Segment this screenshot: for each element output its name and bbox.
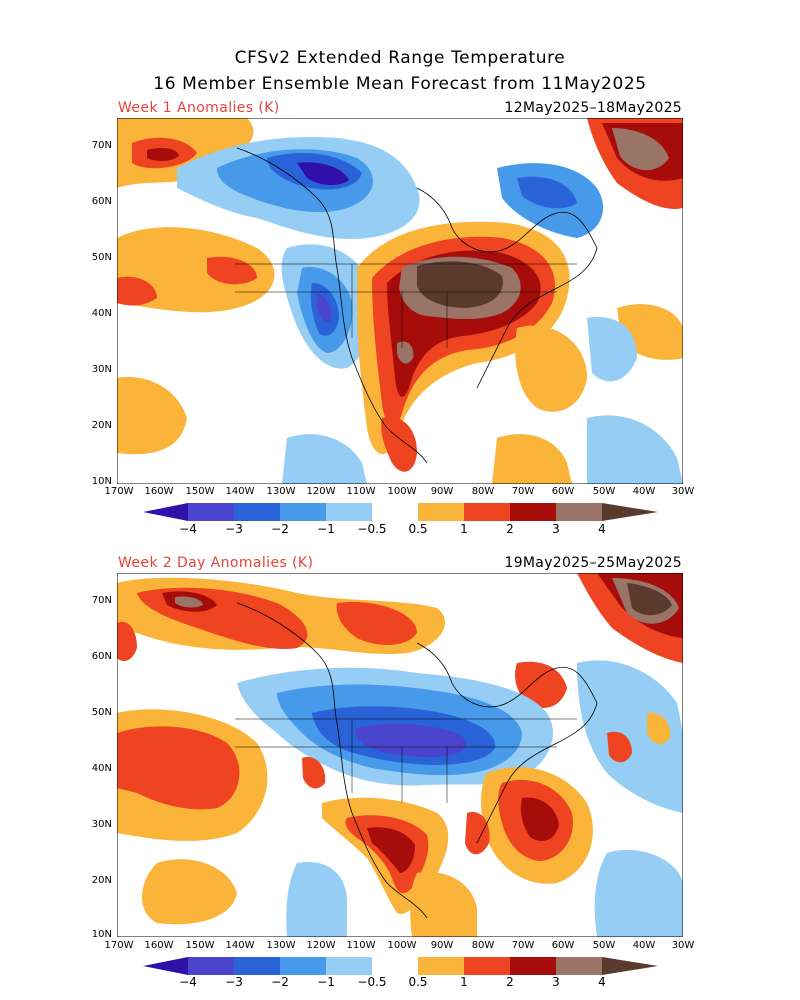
panel-1-label: Week 1 Anomalies (K): [118, 100, 280, 116]
lat-label: 60N: [91, 196, 112, 207]
lat-label: 40N: [91, 763, 112, 774]
lon-label: 100W: [387, 940, 417, 951]
colorbar-label: 4: [598, 975, 606, 989]
lon-label: 130W: [266, 486, 296, 497]
colorbar-swatch: [602, 503, 658, 521]
colorbar-label: −2: [271, 975, 289, 989]
lon-label: 170W: [104, 486, 134, 497]
chart-subtitle: 16 Member Ensemble Mean Forecast from 11…: [153, 74, 647, 94]
colorbar-label: 4: [598, 522, 606, 536]
lat-label: 50N: [91, 252, 112, 263]
colorbar-swatch: [372, 503, 418, 521]
panel-2-dates: 19May2025–25May2025: [504, 555, 682, 571]
lon-label: 50W: [592, 486, 616, 497]
lon-label: 130W: [266, 940, 296, 951]
colorbar-swatch: [280, 503, 326, 521]
colorbar-swatch: [234, 957, 280, 975]
lat-label: 30N: [91, 364, 112, 375]
lat-label: 20N: [91, 875, 112, 886]
lon-label: 170W: [104, 940, 134, 951]
lon-label: 90W: [430, 940, 454, 951]
colorbar-swatch: [143, 503, 188, 521]
lon-label: 110W: [346, 940, 376, 951]
colorbar-label: −4: [179, 522, 197, 536]
lon-label: 120W: [306, 940, 336, 951]
colorbar-label: −0.5: [357, 522, 387, 536]
colorbar-swatch: [556, 957, 602, 975]
colorbar-1: [143, 503, 658, 521]
lon-label: 160W: [144, 486, 174, 497]
lon-label: 120W: [306, 486, 336, 497]
colorbar-swatch: [143, 957, 188, 975]
lon-label: 30W: [671, 486, 695, 497]
lon-label: 160W: [144, 940, 174, 951]
lon-label: 110W: [346, 486, 376, 497]
lon-label: 140W: [225, 486, 255, 497]
colorbar-label: 0.5: [408, 522, 428, 536]
colorbar-swatch: [418, 957, 464, 975]
colorbar-swatch: [464, 957, 510, 975]
lat-label: 10N: [91, 476, 112, 487]
lon-label: 60W: [551, 940, 575, 951]
lat-label: 40N: [91, 308, 112, 319]
colorbar-label: 1: [460, 522, 468, 536]
colorbar-label: 3: [552, 975, 560, 989]
colorbar-label: −0.5: [357, 975, 387, 989]
colorbar-label: 3: [552, 522, 560, 536]
panel-1-dates: 12May2025–18May2025: [504, 100, 682, 116]
lat-label: 50N: [91, 707, 112, 718]
colorbar-label: −1: [317, 522, 335, 536]
panel-2-label: Week 2 Day Anomalies (K): [118, 555, 314, 571]
colorbar-swatch: [556, 503, 602, 521]
lat-label: 70N: [91, 595, 112, 606]
lon-label: 40W: [632, 486, 656, 497]
colorbar-swatch: [418, 503, 464, 521]
colorbar-swatch: [510, 957, 556, 975]
lon-label: 70W: [511, 486, 535, 497]
lon-label: 80W: [471, 486, 495, 497]
week2-anomaly-map: [117, 573, 683, 937]
colorbar-swatch: [510, 503, 556, 521]
lon-label: 150W: [185, 486, 215, 497]
colorbar-swatch: [326, 957, 372, 975]
lon-label: 90W: [430, 486, 454, 497]
lon-label: 30W: [671, 940, 695, 951]
colorbar-swatch: [188, 957, 234, 975]
lon-label: 80W: [471, 940, 495, 951]
lat-label: 10N: [91, 929, 112, 940]
colorbar-label: 0.5: [408, 975, 428, 989]
lon-label: 50W: [592, 940, 616, 951]
colorbar-label: −2: [271, 522, 289, 536]
colorbar-label: 2: [506, 522, 514, 536]
week1-anomaly-map: [117, 118, 683, 484]
lon-label: 70W: [511, 940, 535, 951]
colorbar-swatch: [464, 503, 510, 521]
colorbar-swatch: [280, 957, 326, 975]
colorbar-label: −3: [225, 522, 243, 536]
colorbar-label: 1: [460, 975, 468, 989]
lat-label: 60N: [91, 651, 112, 662]
lat-label: 70N: [91, 140, 112, 151]
lon-label: 100W: [387, 486, 417, 497]
lat-label: 20N: [91, 420, 112, 431]
colorbar-swatch: [326, 503, 372, 521]
lon-label: 140W: [225, 940, 255, 951]
colorbar-label: −1: [317, 975, 335, 989]
colorbar-swatch: [188, 503, 234, 521]
lon-label: 60W: [551, 486, 575, 497]
colorbar-label: −3: [225, 975, 243, 989]
lon-label: 40W: [632, 940, 656, 951]
colorbar-swatch: [234, 503, 280, 521]
lat-label: 30N: [91, 819, 112, 830]
colorbar-label: −4: [179, 975, 197, 989]
chart-title: CFSv2 Extended Range Temperature: [234, 48, 566, 68]
colorbar-swatch: [602, 957, 658, 975]
colorbar-2: [143, 957, 658, 975]
lon-label: 150W: [185, 940, 215, 951]
colorbar-swatch: [372, 957, 418, 975]
colorbar-label: 2: [506, 975, 514, 989]
